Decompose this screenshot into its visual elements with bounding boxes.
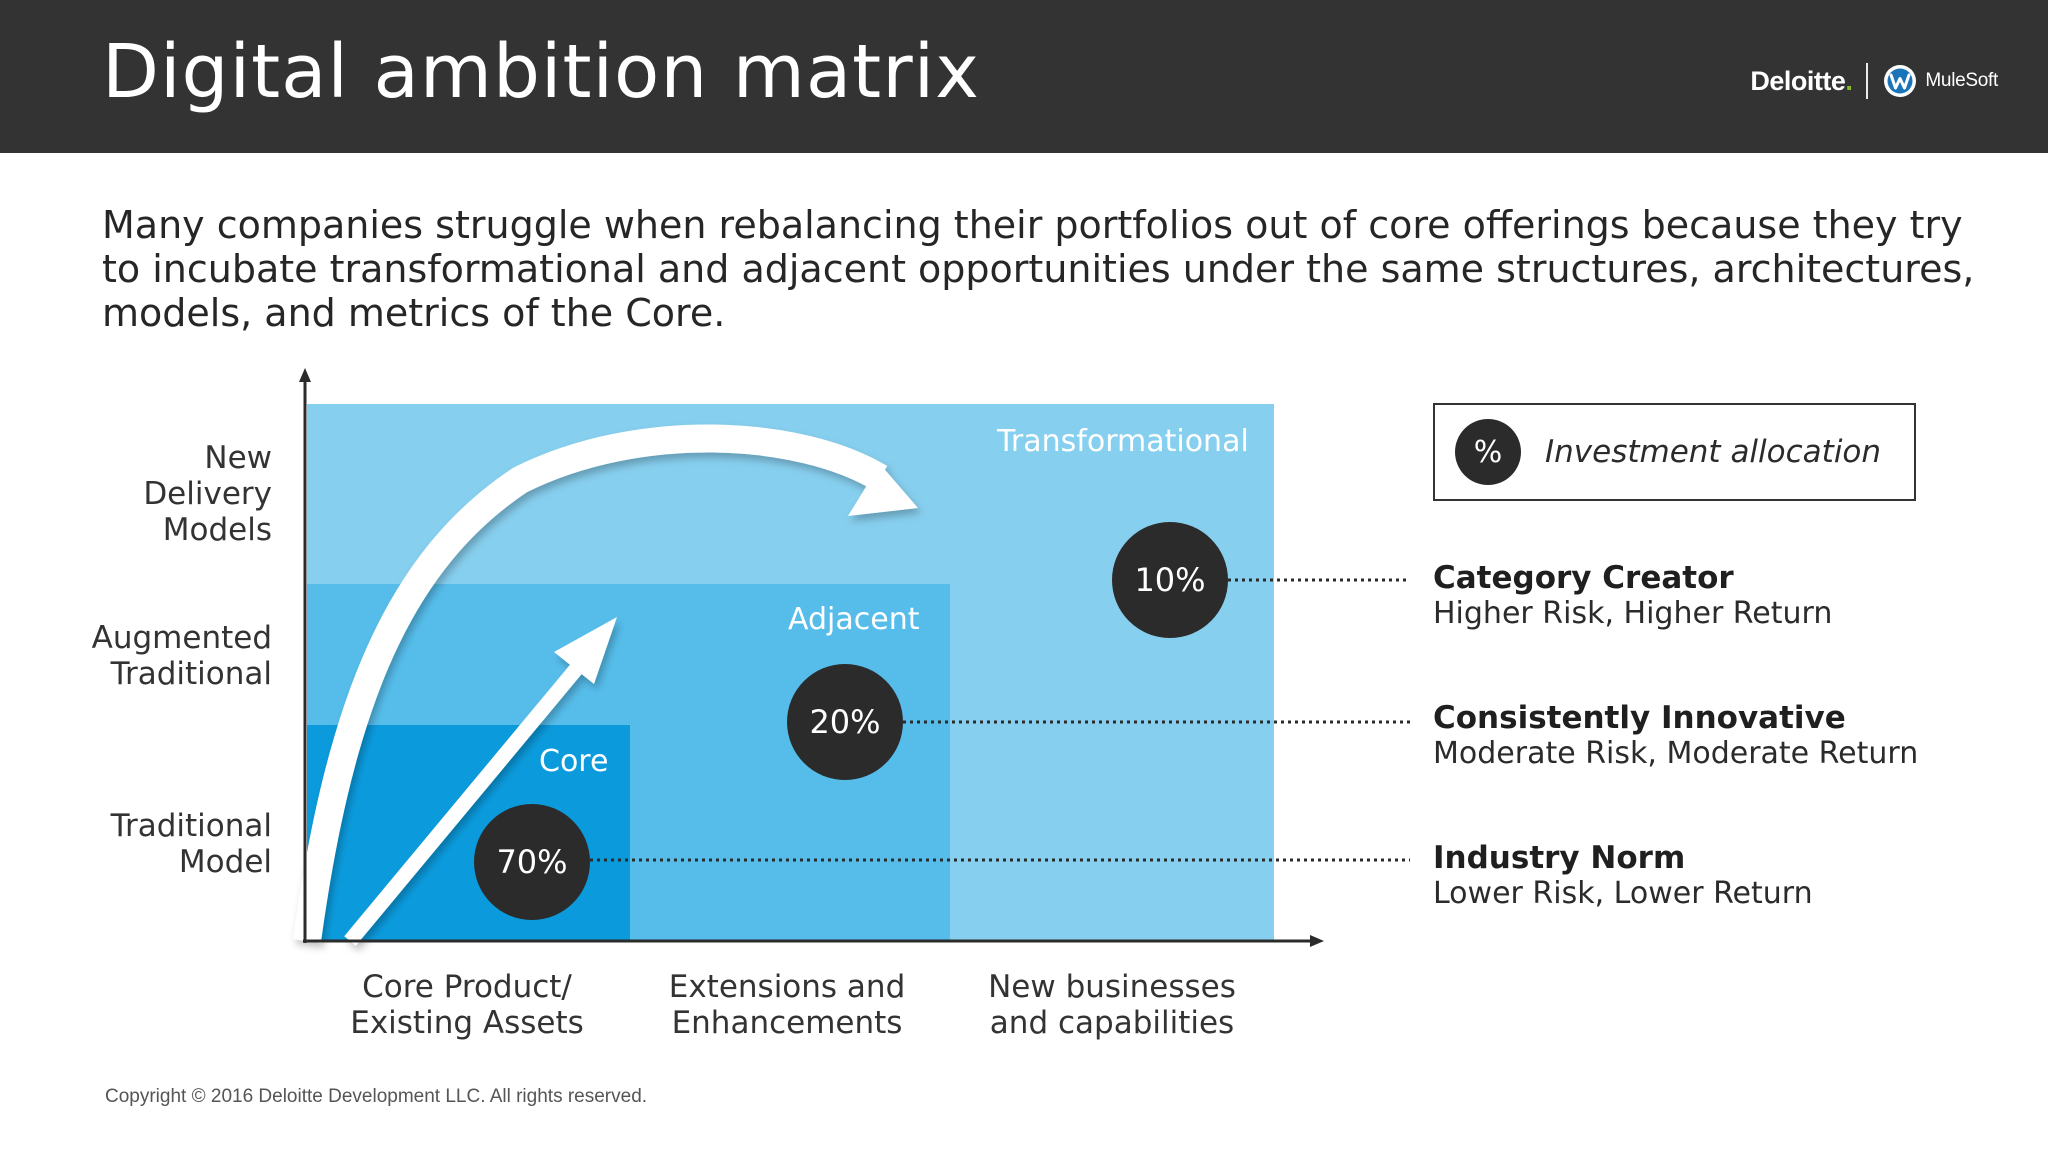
y-label-traditional-model: Traditional Model	[110, 808, 272, 880]
legend-box: % Investment allocation	[1433, 403, 1916, 501]
zone-label-transformational: Transformational	[997, 424, 1249, 459]
transformation-curve-arrow	[293, 424, 918, 943]
x-label-extensions: Extensions and Enhancements	[668, 969, 906, 1041]
percent-icon: %	[1455, 419, 1521, 485]
profile-consistently-innovative: Consistently Innovative Moderate Risk, M…	[1433, 700, 1919, 771]
logo-divider	[1866, 63, 1869, 99]
profile-industry-norm: Industry Norm Lower Risk, Lower Return	[1433, 840, 1813, 911]
allocation-badge-adjacent: 20%	[787, 664, 903, 780]
brand-logos: Deloitte. MuleSoft	[1750, 58, 1998, 104]
y-label-augmented-traditional: Augmented Traditional	[91, 620, 272, 692]
zone-label-core: Core	[539, 744, 609, 779]
zone-label-adjacent: Adjacent	[788, 602, 920, 637]
core-growth-arrow	[344, 617, 617, 946]
allocation-badge-core: 70%	[474, 804, 590, 920]
profile-category-creator: Category Creator Higher Risk, Higher Ret…	[1433, 560, 1833, 631]
copyright-notice: Copyright © 2016 Deloitte Development LL…	[105, 1086, 648, 1107]
deloitte-logo: Deloitte.	[1750, 65, 1853, 96]
y-axis-arrowhead	[299, 368, 311, 382]
y-label-new-delivery-models: New Delivery Models	[143, 440, 272, 548]
mulesoft-logo-icon	[1884, 65, 1917, 97]
x-axis-arrowhead	[1310, 935, 1324, 947]
x-label-new-businesses: New businesses and capabilities	[988, 969, 1236, 1041]
page-title: Digital ambition matrix	[102, 29, 980, 115]
allocation-badge-transformational: 10%	[1112, 522, 1228, 638]
x-label-core-product: Core Product/Existing Assets	[350, 969, 584, 1041]
header-bar: Digital ambition matrix Deloitte. MuleSo…	[0, 0, 2048, 153]
legend-label: Investment allocation	[1545, 434, 1882, 470]
intro-text: Many companies struggle when rebalancing…	[102, 203, 1975, 335]
mulesoft-logo-text: MuleSoft	[1925, 70, 1998, 91]
